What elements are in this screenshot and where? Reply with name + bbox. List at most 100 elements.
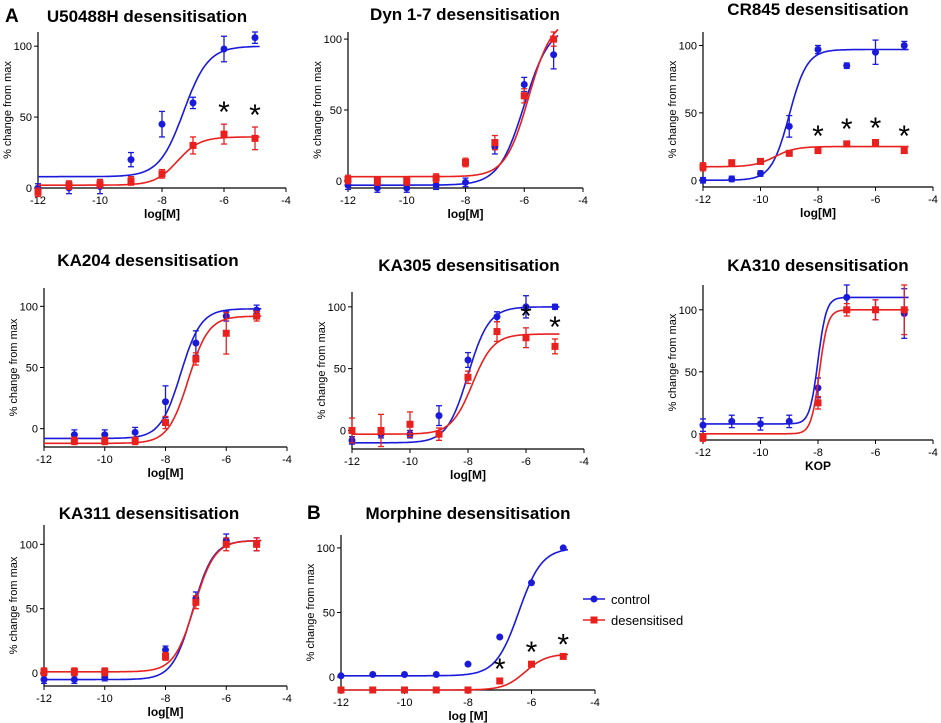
x-tick-label: -12 [695, 194, 711, 206]
series-control [40, 533, 262, 685]
y-tick-label: 100 [20, 301, 38, 313]
data-point-desensitised [401, 686, 408, 694]
x-tick-label: -4 [928, 447, 938, 459]
data-point-control [520, 80, 528, 88]
data-point-control [464, 356, 472, 364]
x-tick-label: -10 [753, 194, 769, 206]
fit-curve-desensitised [348, 28, 559, 178]
data-point-desensitised [406, 420, 414, 428]
significance-star: * [249, 99, 261, 132]
x-tick-label: -6 [871, 194, 881, 206]
data-point-control [728, 175, 736, 183]
chart-panel-5: KA305 desensitisation 0 50 100 -12 -10 -8 -6 -4 l… [316, 256, 589, 482]
data-point-desensitised [757, 157, 764, 165]
data-point-desensitised [220, 130, 228, 138]
y-tick-label: 50 [20, 112, 32, 124]
y-tick-label: 0 [691, 175, 697, 187]
chart-panel-4: KA204 desensitisation 0 50 100 -12 -10 -8 -6 -4 l… [8, 251, 292, 480]
x-tick-label: -6 [871, 447, 881, 459]
fit-curve-desensitised [44, 315, 262, 445]
x-tick-label: -8 [463, 697, 473, 709]
data-point-control [814, 46, 822, 54]
chart-panel-7: KA311 desensitisation 0 50 100 -12 -10 -8 -6 -4 l… [8, 504, 292, 719]
data-point-control [432, 181, 440, 189]
data-point-desensitised [377, 426, 385, 434]
data-point-desensitised [559, 652, 567, 660]
data-point-desensitised [728, 159, 736, 167]
y-axis-label: % change from max [8, 556, 20, 654]
x-tick-label: -8 [813, 447, 823, 459]
data-point-desensitised [699, 434, 707, 442]
data-point-desensitised [344, 175, 352, 183]
data-point-control [843, 62, 851, 70]
y-tick-label: 100 [14, 41, 32, 53]
series-control [337, 544, 569, 680]
data-point-desensitised [496, 677, 504, 685]
data-point-desensitised [432, 686, 440, 694]
data-point-control [337, 672, 345, 680]
data-point-control [785, 417, 793, 425]
x-tick-label: -10 [402, 456, 418, 468]
data-point-control [551, 303, 559, 311]
data-point-desensitised [814, 147, 822, 155]
data-point-desensitised [550, 35, 558, 43]
data-point-control [403, 184, 411, 192]
fit-curve-desensitised [341, 653, 568, 691]
data-point-control [785, 122, 793, 130]
y-tick-label: 100 [324, 34, 342, 46]
data-point-control [843, 293, 851, 301]
chart-panel-2: Dyn 1-7 desensitisation 0 50 100 -12 -10 -8 -6 -… [312, 5, 588, 221]
series-desensitised [348, 321, 560, 448]
y-axis-label: % change from max [305, 563, 317, 661]
x-tick-label: -4 [578, 195, 588, 207]
significance-star: * [494, 653, 506, 686]
data-point-desensitised [699, 163, 707, 171]
x-tick-label: -6 [527, 697, 537, 709]
data-point-control [462, 178, 469, 186]
x-tick-label: -4 [928, 194, 938, 206]
fit-curve-desensitised [352, 333, 560, 435]
data-point-desensitised [520, 92, 528, 100]
data-point-desensitised [464, 686, 472, 694]
y-axis-label: % change from max [2, 61, 14, 159]
y-tick-label: 0 [340, 425, 346, 437]
data-point-control [872, 48, 879, 56]
data-point-control [70, 676, 78, 684]
x-axis-label: log[M] [800, 206, 836, 220]
x-tick-label: -4 [590, 697, 600, 709]
data-point-desensitised [785, 149, 793, 157]
data-point-desensitised [814, 399, 822, 407]
y-tick-label: 100 [679, 305, 697, 317]
y-tick-label: 50 [323, 608, 335, 620]
x-axis-label: log[M] [450, 468, 486, 482]
y-tick-label: 50 [334, 364, 346, 376]
significance-star: * [841, 113, 853, 146]
y-tick-label: 50 [685, 367, 697, 379]
x-tick-label: -10 [397, 697, 413, 709]
data-point-desensitised [34, 188, 42, 196]
x-tick-label: -12 [36, 693, 52, 705]
chart-title: KA204 desensitisation [57, 251, 238, 270]
data-point-control [369, 671, 377, 678]
data-point-desensitised [70, 668, 78, 676]
data-point-control [220, 45, 228, 53]
x-tick-label: -6 [221, 454, 231, 466]
significance-star: * [898, 120, 910, 153]
x-axis-label: log [M] [448, 709, 487, 723]
x-tick-label: -8 [813, 194, 823, 206]
x-tick-label: -4 [281, 195, 291, 207]
data-point-control [496, 633, 504, 641]
data-point-control [70, 431, 78, 439]
chart-title: KA305 desensitisation [378, 256, 559, 275]
series-desensitised [699, 284, 909, 442]
data-point-desensitised [491, 139, 499, 147]
data-point-control [192, 339, 200, 347]
data-point-desensitised [101, 668, 109, 676]
series-desensitised [699, 139, 909, 172]
x-tick-label: -4 [282, 454, 292, 466]
y-tick-label: 100 [20, 539, 38, 551]
legend-item-control: control [583, 592, 650, 607]
data-point-desensitised [162, 419, 169, 427]
data-point-desensitised [101, 437, 109, 445]
